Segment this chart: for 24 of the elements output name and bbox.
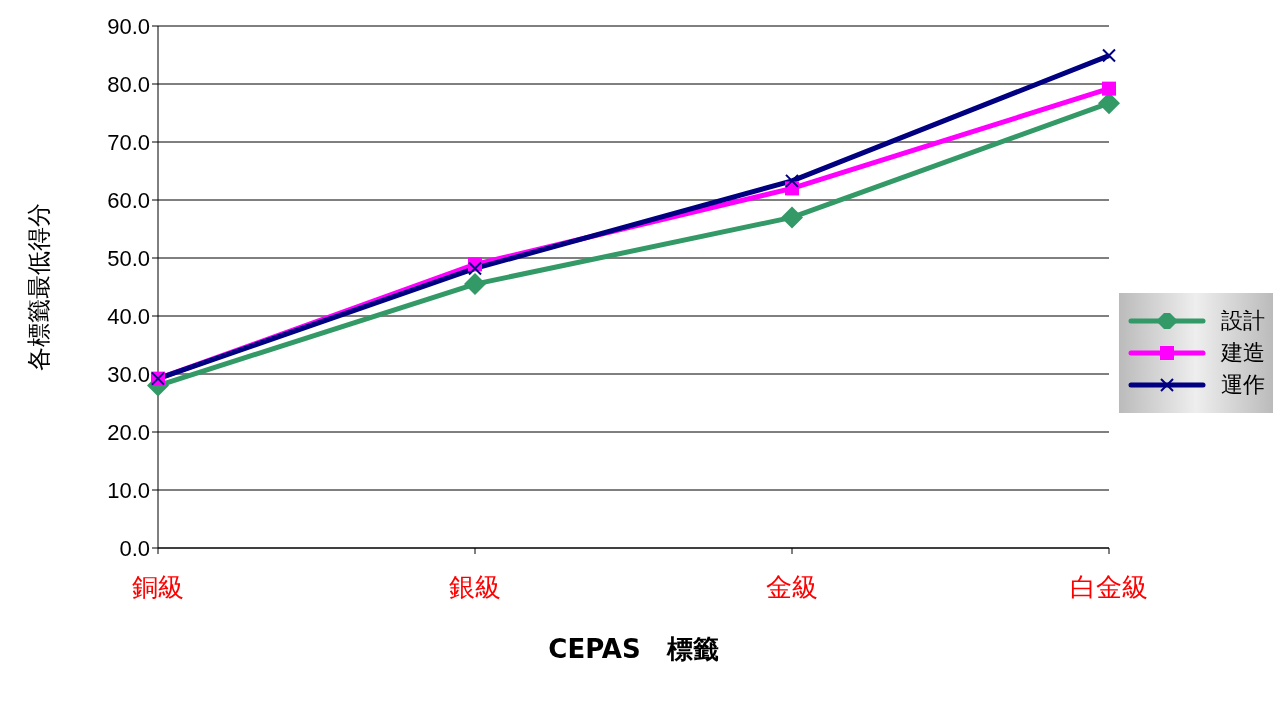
legend-label: 建造 bbox=[1221, 339, 1265, 367]
point bbox=[468, 261, 482, 276]
y-tick-label: 40.0 bbox=[107, 303, 150, 329]
x-tick-label: 銅級 bbox=[132, 572, 184, 603]
y-axis-title: 各標籤最低得分 bbox=[24, 203, 53, 371]
y-tick-label: 30.0 bbox=[107, 361, 150, 387]
y-tick-label: 80.0 bbox=[107, 71, 150, 97]
y-tick-label: 70.0 bbox=[107, 129, 150, 155]
x-tick-label: 金級 bbox=[766, 572, 818, 603]
x-tick-label: 白金級 bbox=[1070, 572, 1148, 603]
x-axis-title: CEPAS 標籤 bbox=[548, 634, 719, 664]
legend-label: 運作 bbox=[1221, 371, 1265, 399]
y-tick-label: 0.0 bbox=[119, 535, 150, 561]
y-tick-label: 20.0 bbox=[107, 419, 150, 445]
x-tick-label: 銀級 bbox=[449, 572, 501, 603]
point bbox=[785, 173, 799, 188]
y-tick-label: 10.0 bbox=[107, 477, 150, 503]
y-tick-label: 50.0 bbox=[107, 245, 150, 271]
point bbox=[464, 273, 486, 296]
point bbox=[781, 206, 803, 229]
y-tick-label: 90.0 bbox=[107, 13, 150, 39]
legend-label: 設計 bbox=[1221, 307, 1265, 335]
y-tick-label: 60.0 bbox=[107, 187, 150, 213]
point bbox=[1102, 81, 1116, 96]
